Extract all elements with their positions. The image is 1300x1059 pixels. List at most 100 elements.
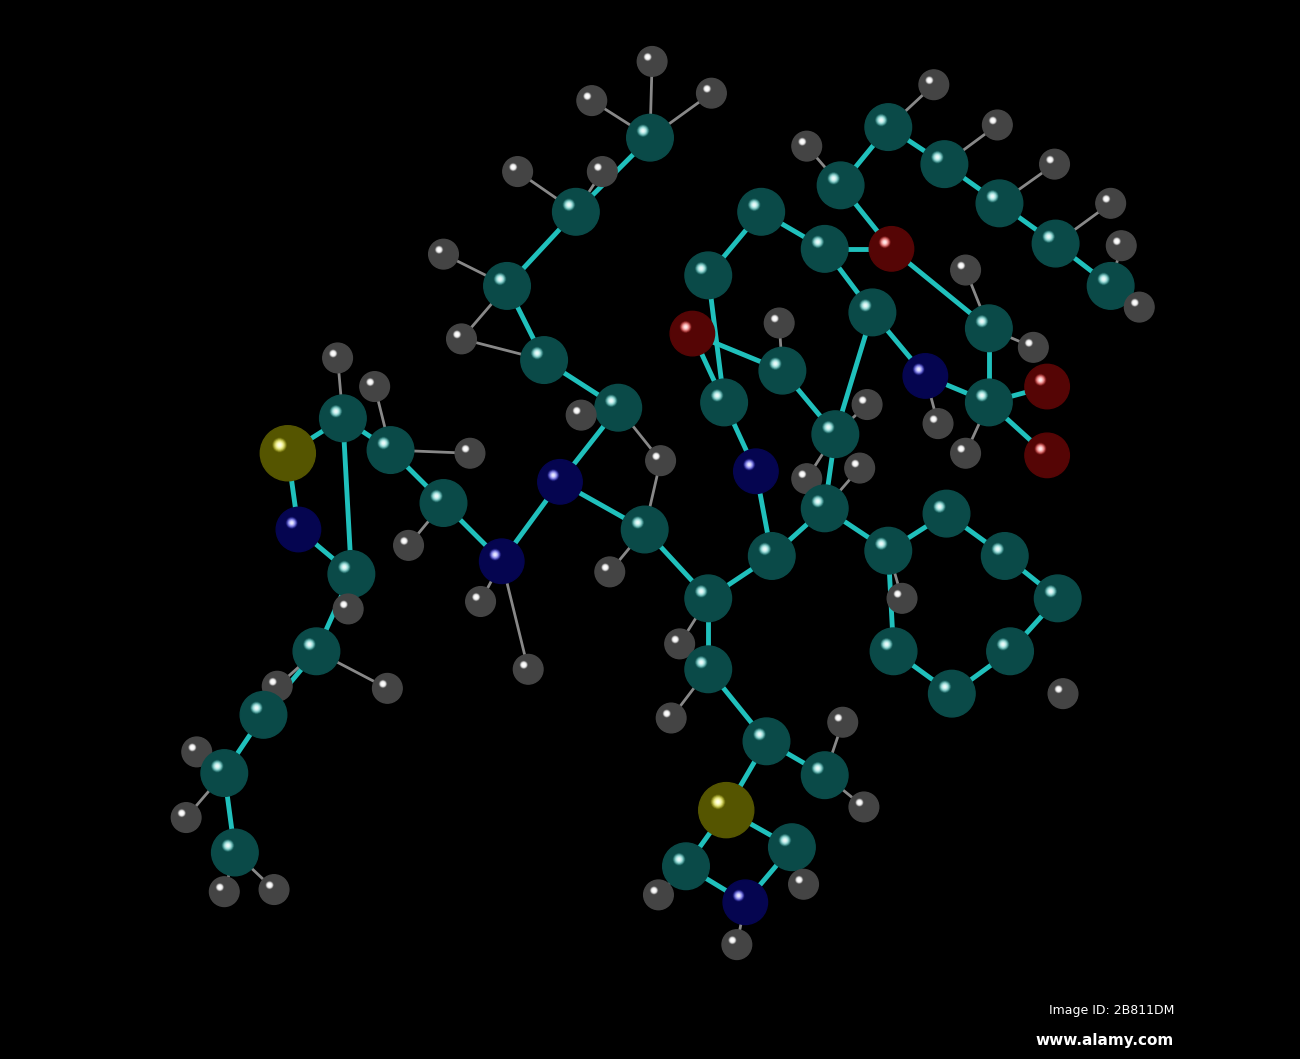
Circle shape (985, 113, 1009, 137)
Circle shape (307, 642, 324, 658)
Circle shape (1019, 334, 1048, 361)
Circle shape (747, 463, 760, 477)
Circle shape (268, 883, 280, 895)
Circle shape (644, 53, 660, 69)
Circle shape (812, 762, 836, 786)
Circle shape (708, 90, 711, 93)
Circle shape (264, 879, 285, 900)
Circle shape (820, 771, 823, 773)
Circle shape (800, 140, 812, 151)
Circle shape (833, 178, 835, 179)
Circle shape (270, 680, 282, 692)
Circle shape (716, 800, 732, 816)
Circle shape (1131, 299, 1147, 315)
Circle shape (321, 396, 365, 441)
Circle shape (203, 752, 246, 794)
Circle shape (992, 633, 1027, 668)
Circle shape (688, 328, 692, 334)
Circle shape (265, 881, 282, 897)
Circle shape (551, 472, 555, 478)
Circle shape (524, 340, 564, 380)
Circle shape (987, 628, 1034, 675)
Circle shape (278, 444, 281, 446)
Circle shape (265, 675, 289, 698)
Circle shape (467, 588, 494, 615)
Circle shape (779, 833, 803, 859)
Circle shape (802, 753, 846, 797)
Circle shape (179, 811, 190, 822)
Circle shape (673, 854, 685, 865)
Circle shape (1118, 243, 1121, 245)
Circle shape (676, 317, 708, 351)
Circle shape (800, 471, 812, 485)
Circle shape (884, 241, 885, 243)
Circle shape (705, 788, 747, 832)
Circle shape (604, 567, 614, 575)
Circle shape (627, 114, 673, 161)
Circle shape (282, 448, 286, 451)
Circle shape (690, 257, 725, 292)
Circle shape (764, 549, 775, 558)
Circle shape (1035, 444, 1046, 454)
Circle shape (603, 393, 632, 421)
Circle shape (221, 887, 225, 893)
Circle shape (958, 445, 972, 460)
Circle shape (978, 391, 987, 400)
Circle shape (754, 204, 755, 205)
Circle shape (1045, 586, 1057, 597)
Circle shape (930, 497, 962, 530)
Circle shape (584, 92, 592, 100)
Circle shape (277, 508, 320, 551)
Circle shape (370, 382, 376, 388)
Circle shape (716, 800, 720, 804)
Circle shape (329, 403, 356, 432)
Circle shape (870, 628, 916, 675)
Circle shape (956, 444, 975, 463)
Circle shape (378, 437, 389, 449)
Circle shape (812, 496, 823, 507)
Circle shape (776, 363, 785, 373)
Circle shape (679, 859, 689, 868)
Circle shape (942, 684, 948, 689)
Circle shape (1049, 158, 1052, 161)
Circle shape (757, 732, 773, 748)
Circle shape (935, 502, 944, 511)
Circle shape (1115, 239, 1118, 243)
Circle shape (209, 758, 238, 787)
Circle shape (478, 598, 480, 600)
Circle shape (269, 678, 277, 685)
Circle shape (181, 812, 183, 814)
Circle shape (217, 885, 229, 897)
Circle shape (400, 537, 408, 544)
Circle shape (729, 936, 744, 951)
Circle shape (523, 663, 525, 666)
Circle shape (688, 648, 729, 690)
Circle shape (831, 176, 848, 192)
Circle shape (837, 717, 845, 724)
Circle shape (474, 595, 478, 599)
Circle shape (1098, 274, 1109, 284)
Circle shape (686, 253, 731, 298)
Circle shape (632, 517, 644, 528)
Circle shape (985, 537, 1023, 574)
Circle shape (243, 694, 285, 736)
Circle shape (776, 831, 806, 862)
Circle shape (438, 248, 441, 251)
Circle shape (252, 703, 261, 713)
Circle shape (1046, 588, 1066, 607)
Circle shape (1046, 234, 1062, 250)
Circle shape (915, 366, 922, 373)
Circle shape (879, 118, 884, 123)
Circle shape (701, 379, 748, 426)
Circle shape (282, 514, 313, 544)
Circle shape (1045, 155, 1063, 173)
Circle shape (809, 233, 840, 264)
Circle shape (517, 659, 538, 680)
Circle shape (796, 876, 810, 891)
Circle shape (854, 462, 864, 472)
Circle shape (866, 305, 875, 315)
Circle shape (1134, 301, 1144, 311)
Circle shape (849, 457, 870, 479)
Circle shape (850, 459, 868, 478)
Circle shape (287, 519, 295, 526)
